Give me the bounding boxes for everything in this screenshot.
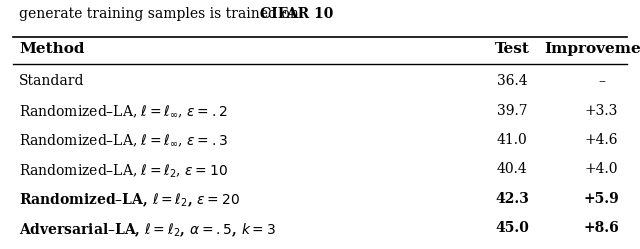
Text: Randomized–LA, $\ell{=}\ell_2$, $\epsilon = 10$: Randomized–LA, $\ell{=}\ell_2$, $\epsilo… [19, 162, 228, 180]
Text: 41.0: 41.0 [497, 133, 527, 147]
Text: Randomized–LA, $\ell{=}\ell_2$, $\epsilon = 20$: Randomized–LA, $\ell{=}\ell_2$, $\epsilo… [19, 192, 240, 209]
Text: +4.0: +4.0 [585, 162, 618, 176]
Text: +5.9: +5.9 [584, 192, 620, 206]
Text: Method: Method [19, 42, 84, 56]
Text: Adversarial–LA, $\ell{=}\ell_2$, $\alpha{=}.5$, $k{=}3$: Adversarial–LA, $\ell{=}\ell_2$, $\alpha… [19, 221, 276, 239]
Text: 42.3: 42.3 [495, 192, 529, 206]
Text: Test: Test [495, 42, 529, 56]
Text: 36.4: 36.4 [497, 74, 527, 88]
Text: +3.3: +3.3 [585, 104, 618, 118]
Text: 45.0: 45.0 [495, 221, 529, 235]
Text: –: – [598, 74, 605, 88]
Text: Randomized–LA, $\ell{=}\ell_\infty$, $\epsilon = .3$: Randomized–LA, $\ell{=}\ell_\infty$, $\e… [19, 133, 228, 149]
Text: Randomized–LA, $\ell{=}\ell_\infty$, $\epsilon{=}.2$: Randomized–LA, $\ell{=}\ell_\infty$, $\e… [19, 104, 228, 120]
Text: +8.6: +8.6 [584, 221, 620, 235]
Text: CIFAR 10: CIFAR 10 [260, 7, 333, 21]
Text: 39.7: 39.7 [497, 104, 527, 118]
Text: generate training samples is trained on: generate training samples is trained on [19, 7, 303, 21]
Text: +4.6: +4.6 [585, 133, 618, 147]
Text: 40.4: 40.4 [497, 162, 527, 176]
Text: Improvement: Improvement [544, 42, 640, 56]
Text: Standard: Standard [19, 74, 84, 88]
Text: .: . [316, 7, 321, 21]
